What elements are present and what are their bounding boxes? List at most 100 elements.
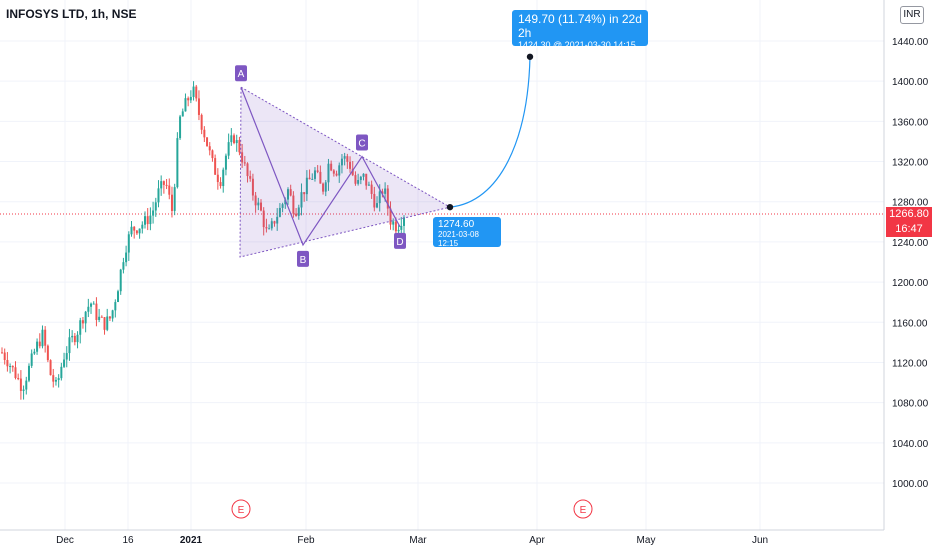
candle-body <box>187 98 190 101</box>
candle-body <box>243 162 246 164</box>
candle-body <box>143 216 146 225</box>
candle-body <box>106 316 109 330</box>
candle-body <box>340 158 343 166</box>
triangle-pattern: A B C D <box>235 65 452 267</box>
candle-body <box>265 227 268 229</box>
candle-body <box>216 174 219 183</box>
candle-body <box>370 184 373 194</box>
candle-body <box>14 367 17 378</box>
candle-body <box>235 140 238 144</box>
target-change-label: 149.70 (11.74%) in 22d 2h <box>518 12 642 40</box>
candle-body <box>211 150 214 159</box>
candle-body <box>200 114 203 130</box>
time-tick-label: 2021 <box>180 535 203 546</box>
earnings-event-icon <box>231 499 251 519</box>
candle-body <box>206 137 209 147</box>
candle-body <box>322 183 325 192</box>
pattern-point-label: B <box>300 255 307 266</box>
candle-body <box>300 192 303 208</box>
pattern-point-label: D <box>396 237 403 248</box>
candle-body <box>38 341 41 347</box>
apex-date-label: 2021-03-08 12:15 <box>438 230 479 248</box>
candle-body <box>203 129 206 138</box>
time-tick-label: Mar <box>409 535 427 546</box>
candle-body <box>251 178 254 196</box>
candle-body <box>224 155 227 170</box>
candle-body <box>394 221 397 232</box>
apex-callout[interactable]: 1274.60 2021-03-08 12:15 <box>433 217 501 248</box>
candle-body <box>103 317 106 330</box>
candle-body <box>3 352 6 360</box>
price-tick-label: 1440.00 <box>892 37 929 48</box>
candle-body <box>95 303 98 320</box>
earnings-event-label: E <box>238 505 245 516</box>
candle-body <box>52 375 55 382</box>
candle-body <box>359 176 362 181</box>
candle-body <box>189 96 192 101</box>
projection-path <box>449 56 531 208</box>
symbol-title[interactable]: INFOSYS LTD, 1h, NSE <box>6 7 137 21</box>
candle-body <box>19 378 22 391</box>
candle-body <box>276 216 279 224</box>
candle-body <box>249 176 252 179</box>
candle-body <box>246 163 249 177</box>
candle-body <box>46 345 49 361</box>
candle-body <box>76 334 79 343</box>
target-callout[interactable]: 149.70 (11.74%) in 22d 2h 1424.30 @ 2021… <box>512 10 648 50</box>
target-price-date-label: 1424.30 @ 2021-03-30 14:15 <box>518 40 636 50</box>
candle-body <box>9 365 12 367</box>
candle-body <box>289 189 292 196</box>
candle-body <box>138 228 141 234</box>
candle-body <box>184 98 187 112</box>
candle-body <box>313 170 316 179</box>
candle-body <box>44 329 47 346</box>
candle-body <box>181 111 184 117</box>
candle-body <box>214 158 217 175</box>
pattern-point-badge <box>235 65 247 82</box>
candle-body <box>260 202 263 211</box>
candle-body <box>108 316 111 319</box>
candle-body <box>49 360 52 376</box>
price-axis[interactable]: 1000.00 1040.00 1080.00 1120.00 1160.00 1200.… <box>883 0 929 530</box>
price-tick-label: 1040.00 <box>892 439 929 450</box>
apex-dot <box>446 203 454 211</box>
candle-body <box>365 173 368 186</box>
pattern-point-badge <box>356 134 368 151</box>
candle-body <box>122 262 125 270</box>
candle-body <box>305 177 308 195</box>
candle-body <box>33 351 36 354</box>
candle-body <box>135 230 138 234</box>
candle-body <box>343 156 346 159</box>
earnings-event-icon <box>573 499 593 519</box>
candle-body <box>330 163 333 171</box>
candle-body <box>381 191 384 194</box>
candle-body <box>222 169 225 187</box>
price-tick-label: 1000.00 <box>892 479 929 490</box>
candle-body <box>338 165 341 176</box>
candle-body <box>119 269 122 292</box>
time-tick-label: Apr <box>529 535 545 546</box>
pattern-point-label: C <box>358 139 365 150</box>
candle-body <box>146 216 149 225</box>
candle-body <box>270 221 273 229</box>
candle-body <box>6 359 9 367</box>
candle-body <box>165 184 168 186</box>
candle-body <box>197 98 200 115</box>
candle-body <box>373 193 376 208</box>
candle-body <box>324 182 327 192</box>
candle-body <box>17 377 20 379</box>
candle-body <box>362 173 365 177</box>
candle-body <box>281 204 284 208</box>
currency-badge[interactable]: INR <box>900 6 924 24</box>
pattern-point-badge <box>297 250 309 267</box>
candle-body <box>81 320 84 324</box>
candle-body <box>60 366 63 379</box>
projection-curve <box>446 53 534 211</box>
candle-body <box>36 341 39 352</box>
candle-body <box>84 311 87 324</box>
price-tick-label: 1320.00 <box>892 158 929 169</box>
candle-body <box>100 316 103 318</box>
time-axis[interactable]: Dec 16 2021 Feb Mar Apr May Jun <box>0 529 884 546</box>
